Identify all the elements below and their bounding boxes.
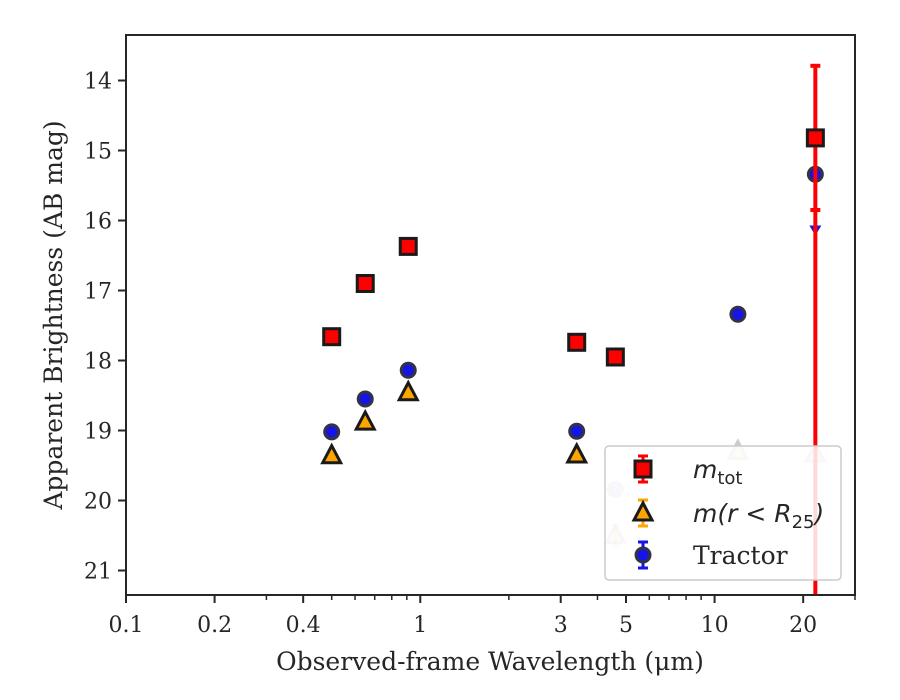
y-tick-label-6: 20	[84, 490, 112, 515]
square-point-3	[567, 332, 587, 352]
y-tick-label-0: 14	[84, 70, 112, 95]
legend: mtot m(r < R25) Tractor	[604, 445, 842, 581]
legend-box	[604, 445, 842, 581]
square-point-5	[805, 128, 825, 148]
triangle-point-0	[320, 442, 344, 465]
legend-marker-triangle	[631, 499, 655, 522]
ticks-layer: 0.1 0.2 0.4 1 3 5 10 20 14 15 16 17 18 19 20 21	[84, 70, 856, 638]
y-tick-label-7: 21	[84, 560, 112, 585]
square-point-1	[355, 274, 375, 293]
x-tick-label-6: 10	[701, 613, 729, 638]
legend-label-triangle: m(r < R25)	[693, 499, 824, 533]
square-point-0	[322, 327, 342, 347]
y-tick-label-1: 15	[84, 140, 112, 165]
triangle-point-2	[396, 379, 420, 402]
circle-point-1	[356, 390, 374, 408]
y-tick-label-3: 17	[84, 280, 112, 305]
x-tick-label-4: 3	[554, 613, 568, 638]
x-tick-label-3: 1	[413, 613, 427, 638]
x-axis-title: Observed-frame Wavelength (μm)	[276, 647, 704, 676]
x-tick-label-2: 0.4	[286, 613, 321, 638]
legend-entry-circle: Tractor	[634, 540, 788, 570]
legend-marker-square	[633, 459, 653, 479]
legend-entry-square: mtot	[633, 454, 743, 489]
square-point-4	[605, 347, 625, 367]
legend-entry-triangle: m(r < R25)	[631, 498, 824, 533]
legend-label-circle: Tractor	[693, 541, 788, 570]
circle-point-3	[568, 422, 586, 440]
triangle-point-1	[353, 408, 377, 431]
x-tick-label-0: 0.1	[109, 613, 144, 638]
triangle-point-3	[565, 441, 589, 464]
legend-label-square: mtot	[693, 455, 743, 489]
circle-point-2	[399, 361, 417, 379]
plot-frame	[125, 34, 856, 596]
x-tick-label-5: 5	[619, 613, 633, 638]
y-tick-label-5: 19	[84, 420, 112, 445]
square-point-2	[398, 236, 418, 256]
circle-point-5	[729, 305, 747, 323]
circle-point-0	[323, 423, 341, 441]
x-tick-label-1: 0.2	[197, 613, 232, 638]
y-axis-title: Apparent Brightness (AB mag)	[39, 120, 68, 510]
x-tick-label-7: 20	[789, 613, 817, 638]
y-tick-label-4: 18	[84, 350, 112, 375]
y-tick-label-2: 16	[84, 210, 112, 235]
legend-marker-circle	[634, 546, 652, 564]
